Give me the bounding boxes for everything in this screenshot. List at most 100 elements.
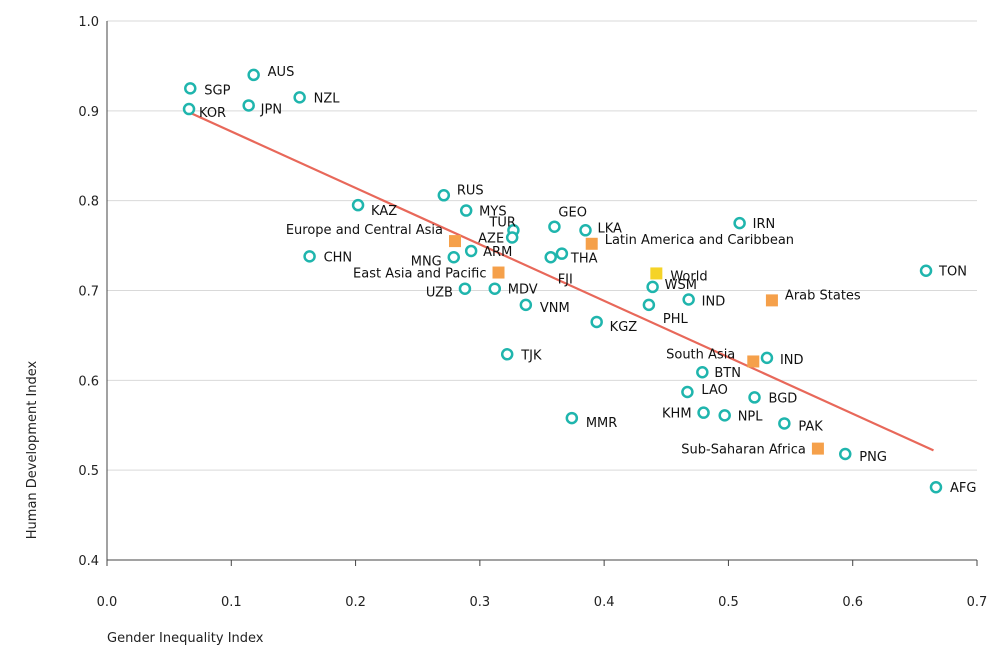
point-label: World	[670, 269, 707, 284]
point-label: KGZ	[610, 320, 638, 335]
point-label: IND	[780, 353, 804, 368]
region-point	[449, 235, 461, 248]
country-point	[579, 224, 592, 237]
y-tick-label: 0.9	[78, 105, 99, 120]
point-label: JPN	[260, 102, 282, 117]
point-label: IND	[702, 294, 726, 309]
point-label: MDV	[508, 283, 538, 298]
point-label: GEO	[558, 206, 587, 221]
x-tick-label: 0.6	[842, 595, 863, 610]
y-tick-label: 1.0	[78, 15, 99, 30]
point-label: MYS	[479, 205, 506, 220]
point-label: East Asia and Pacific	[353, 267, 486, 282]
country-point	[682, 293, 695, 306]
x-tick-label: 0.1	[221, 595, 242, 610]
country-point	[293, 91, 306, 104]
point-label: THA	[570, 252, 598, 267]
x-tick-label: 0.4	[594, 595, 615, 610]
country-point	[565, 411, 579, 425]
point-label: Sub-Saharan Africa	[681, 443, 806, 458]
country-point	[505, 231, 519, 244]
region-point	[765, 294, 778, 307]
point-label: BGD	[769, 391, 798, 406]
point-label: TUR	[488, 215, 516, 230]
country-point	[929, 480, 943, 494]
region-point	[492, 266, 505, 279]
country-point	[919, 264, 933, 277]
grid-lines	[107, 20, 977, 471]
x-tick-label: 0.3	[470, 595, 491, 610]
country-point	[488, 282, 502, 295]
point-label: NPL	[738, 409, 764, 424]
axes: 0.4 0.5 0.6 0.7 0.8 0.9 1.0 0.0 0.1 0.2 0.3 0.4 0.5 0…	[78, 15, 987, 610]
country-point	[351, 198, 365, 212]
trend-line-group	[187, 110, 934, 452]
point-label: KAZ	[371, 204, 397, 219]
point-label: PAK	[798, 419, 823, 434]
region-point	[585, 237, 598, 250]
point-label: PHL	[663, 312, 689, 327]
country-point	[519, 298, 533, 312]
point-label: VNM	[540, 301, 570, 316]
country-point	[437, 189, 451, 202]
point-label: AFG	[950, 481, 976, 496]
country-point	[697, 406, 710, 419]
point-label: KOR	[199, 106, 226, 121]
point-label: IRN	[753, 217, 776, 232]
point-label: PNG	[859, 450, 887, 465]
point-label: South Asia	[666, 347, 735, 362]
country-point	[303, 250, 316, 263]
country-point	[646, 280, 659, 294]
x-tick-label: 0.7	[967, 595, 988, 610]
country-point	[778, 417, 791, 430]
country-point	[247, 68, 260, 82]
point-label: LKA	[598, 221, 623, 236]
y-tick-label: 0.5	[78, 464, 99, 479]
country-point	[642, 298, 656, 312]
y-tick-label: 0.4	[78, 554, 99, 569]
world-point	[650, 267, 663, 280]
point-label: ARM	[483, 245, 512, 260]
point-label: TJK	[520, 348, 542, 363]
country-point	[839, 447, 852, 461]
point-label: Latin America and Caribbean	[605, 233, 794, 248]
country-point	[184, 82, 197, 95]
point-label: FJI	[558, 272, 573, 287]
point-label: AZE	[478, 231, 504, 246]
x-tick-label: 0.5	[718, 595, 739, 610]
point-label: BTN	[714, 366, 741, 381]
country-point	[590, 315, 603, 329]
country-point	[458, 282, 472, 295]
point-label: CHN	[324, 250, 353, 265]
country-point	[733, 216, 746, 230]
point-label: KHM	[662, 407, 692, 422]
country-point	[681, 385, 694, 399]
point-label: MMR	[586, 416, 617, 431]
point-label: Arab States	[785, 288, 861, 303]
point-label: RUS	[457, 183, 484, 198]
y-tick-label: 0.6	[78, 374, 99, 389]
point-label: UZB	[426, 286, 453, 301]
country-point	[760, 351, 774, 365]
point-label: LAO	[701, 383, 727, 398]
country-point	[459, 204, 473, 217]
x-axis-title: Gender Inequality Index	[107, 631, 264, 646]
x-tick-label: 0.2	[345, 595, 366, 610]
country-point	[548, 220, 561, 233]
y-tick-label: 0.7	[78, 285, 99, 300]
country-point	[242, 99, 255, 112]
country-point	[544, 251, 557, 264]
country-point	[464, 244, 478, 258]
x-tick-label: 0.0	[97, 595, 118, 610]
country-point	[182, 102, 196, 116]
point-label: Europe and Central Asia	[286, 223, 443, 238]
y-tick-label: 0.8	[78, 195, 99, 210]
country-point	[555, 247, 569, 260]
point-label: AUS	[268, 65, 295, 80]
data-points	[182, 68, 943, 494]
country-point	[447, 251, 461, 264]
country-point	[718, 409, 731, 422]
point-label: MNG	[411, 254, 442, 269]
y-axis-title: Human Development Index	[25, 360, 40, 539]
